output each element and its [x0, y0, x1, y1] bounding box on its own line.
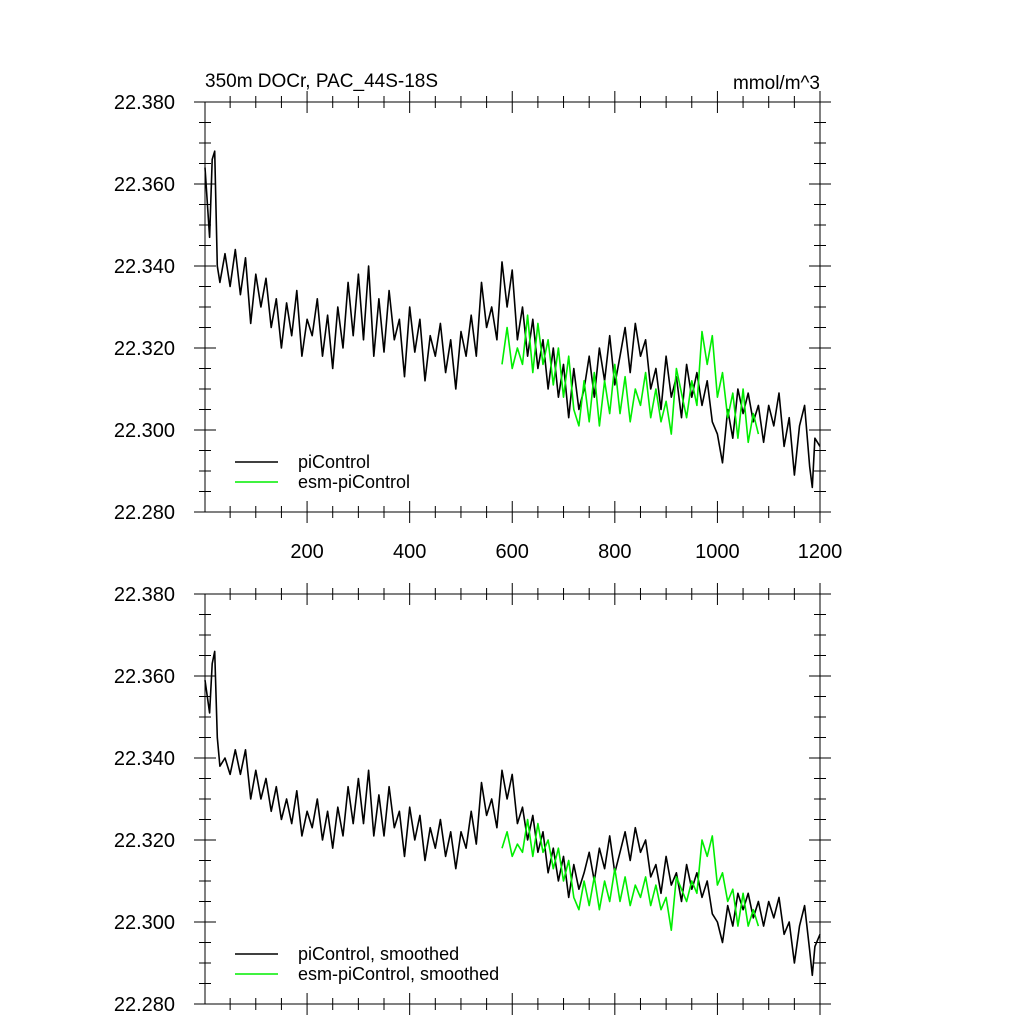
legend-label-1: piControl [298, 452, 370, 472]
x-tick-label: 600 [496, 541, 529, 563]
y-tick-label: 22.280 [114, 502, 175, 524]
series-line-1 [204, 650, 821, 977]
chart-panel-1: 22.280 22.300 22.320 22.340 22.360 22.380 200 4… [114, 71, 842, 563]
x-tick-label: 1200 [798, 541, 843, 563]
y-tick-label: 22.340 [114, 256, 175, 278]
x-tick-label: 400 [393, 541, 426, 563]
x-tick-label: 800 [598, 541, 631, 563]
legend-label-2: esm-piControl [298, 472, 410, 492]
y-tick-label: 22.380 [114, 584, 175, 606]
y-tick-label: 22.380 [114, 92, 175, 114]
y-tick-label: 22.360 [114, 174, 175, 196]
chart-panel-2: 22.280 22.300 22.320 22.340 22.360 22.380 piCo… [114, 583, 831, 1016]
series-line-2 [501, 818, 760, 931]
series-line-1 [204, 150, 821, 489]
x-tick-label: 1000 [695, 541, 740, 563]
y-tick-label: 22.340 [114, 748, 175, 770]
x-tick-label: 200 [290, 541, 323, 563]
legend-label-1: piControl, smoothed [298, 944, 459, 964]
plot-frame [204, 101, 821, 513]
chart-title: 350m DOCr, PAC_44S-18S [205, 71, 438, 92]
y-tick-label: 22.360 [114, 666, 175, 688]
y-tick-label: 22.320 [114, 338, 175, 360]
units-label: mmol/m^3 [733, 73, 820, 94]
legend-label-2: esm-piControl, smoothed [298, 964, 499, 984]
y-tick-label: 22.280 [114, 994, 175, 1016]
series-line-2 [501, 314, 760, 444]
y-tick-label: 22.300 [114, 420, 175, 442]
y-tick-label: 22.300 [114, 912, 175, 934]
y-tick-label: 22.320 [114, 830, 175, 852]
